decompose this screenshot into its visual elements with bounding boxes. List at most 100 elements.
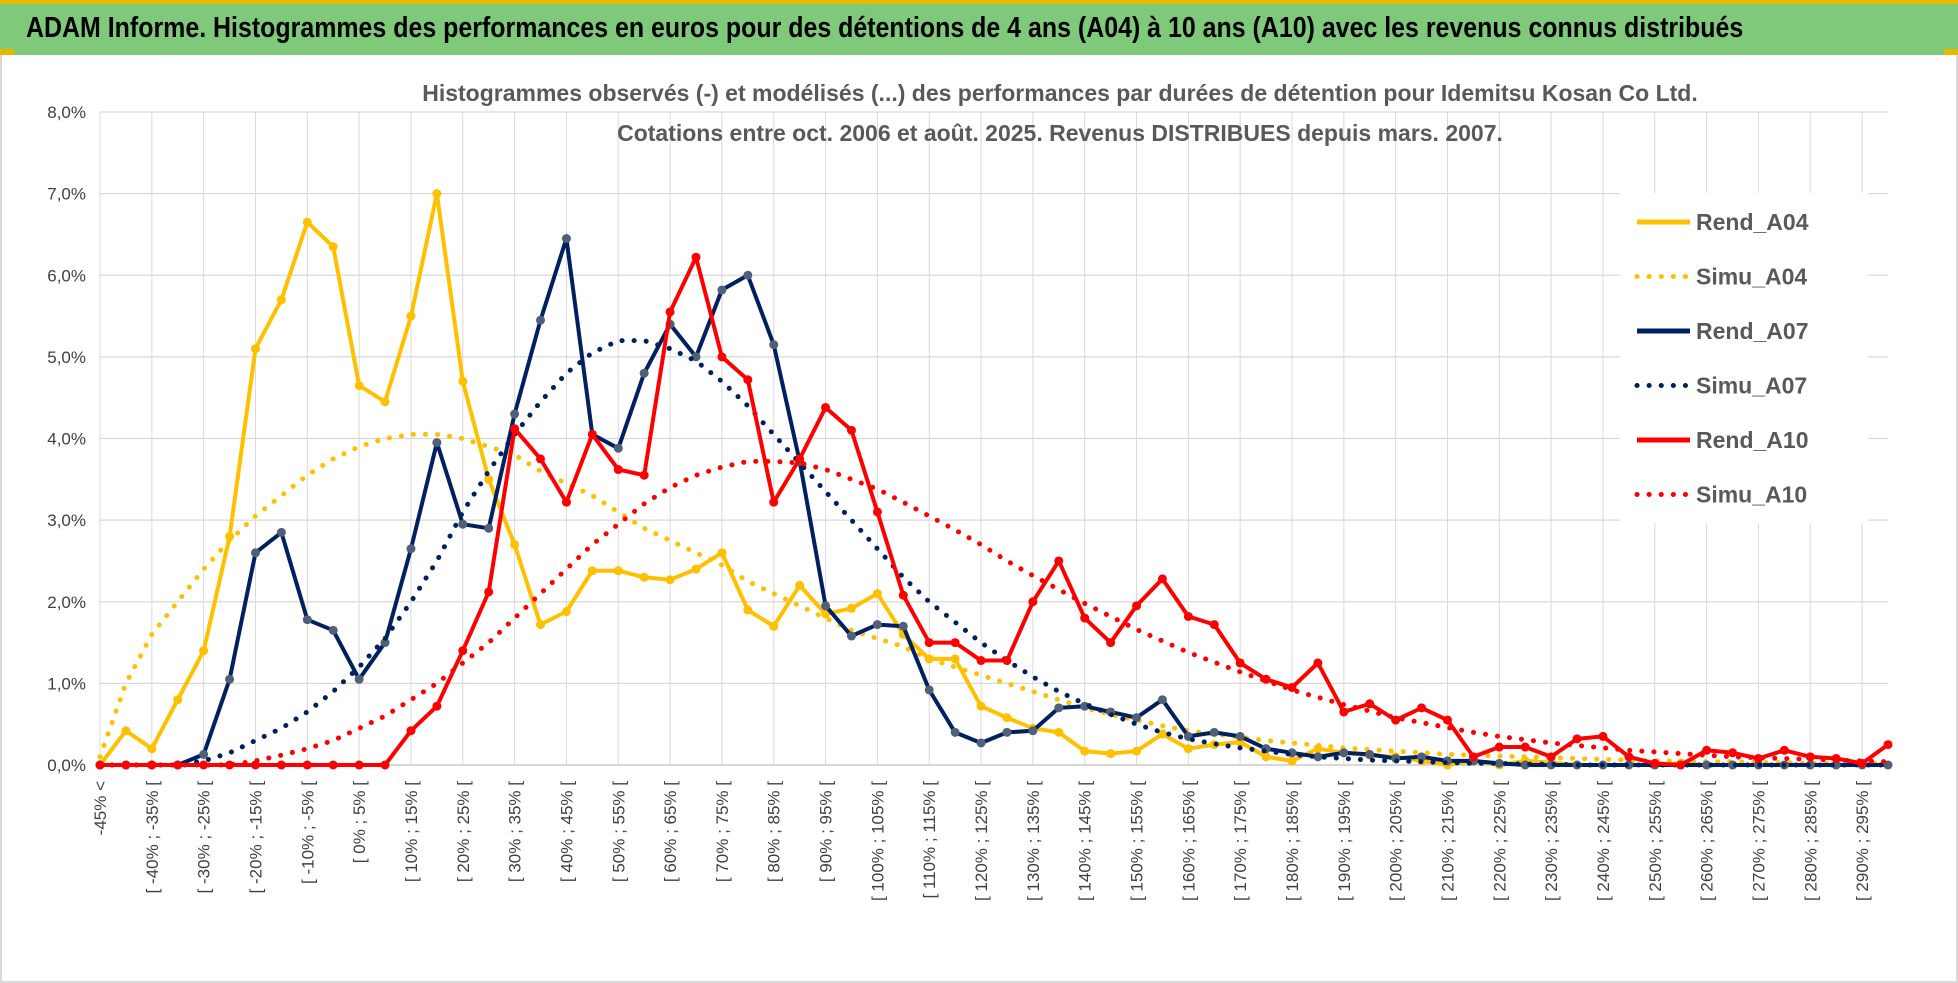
- data-point-Rend_A07: [924, 685, 934, 695]
- y-axis-ticks: 0,0% 1,0% 2,0% 3,0% 4,0% 5,0% 6,0% 7,0% 8,0%: [47, 103, 86, 775]
- data-point-Rend_A10: [173, 760, 183, 770]
- data-point-Rend_A07: [225, 674, 235, 684]
- data-point-Rend_A07: [561, 234, 571, 244]
- data-point-Rend_A10: [380, 760, 390, 770]
- x-tick-label: [ 70% ; 75% [: [713, 781, 732, 882]
- data-point-Rend_A10: [354, 760, 364, 770]
- x-tick-label: [ 150% ; 155% [: [1128, 781, 1147, 901]
- x-tick-label: [ 30% ; 35% [: [506, 781, 525, 882]
- data-point-Rend_A10: [1209, 620, 1219, 630]
- data-point-Rend_A10: [613, 465, 623, 475]
- data-point-Rend_A04: [147, 744, 157, 754]
- data-point-Rend_A04: [691, 564, 701, 574]
- x-tick-label: [ 60% ; 65% [: [661, 781, 680, 882]
- data-point-Rend_A04: [225, 531, 235, 541]
- data-point-Rend_A10: [769, 497, 779, 507]
- chart-subtitle: Cotations entre oct. 2006 et août. 2025.…: [617, 120, 1503, 146]
- x-tick-label: [ -20% ; -15% [: [246, 781, 265, 894]
- data-point-Rend_A10: [1624, 752, 1634, 762]
- x-tick-label: [ 40% ; 45% [: [557, 781, 576, 882]
- data-point-Rend_A04: [484, 474, 494, 484]
- y-tick-label: 3,0%: [47, 511, 86, 530]
- data-point-Rend_A04: [846, 603, 856, 613]
- data-point-Rend_A10: [691, 252, 701, 262]
- data-point-Rend_A07: [276, 527, 286, 537]
- data-point-Rend_A10: [1235, 658, 1245, 668]
- data-point-Rend_A10: [1753, 753, 1763, 763]
- x-tick-label: [ -30% ; -25% [: [195, 781, 214, 894]
- report-banner: ADAM Informe. Histogrammes des performan…: [0, 0, 1958, 55]
- legend-label: Simu_A10: [1696, 482, 1807, 508]
- data-point-Rend_A04: [872, 589, 882, 599]
- data-point-Rend_A10: [1676, 760, 1686, 770]
- data-point-Rend_A04: [1106, 749, 1116, 759]
- data-point-Rend_A10: [328, 760, 338, 770]
- x-tick-label: [ 260% ; 265% [: [1698, 781, 1717, 901]
- data-point-Rend_A10: [795, 454, 805, 464]
- data-point-Rend_A07: [639, 368, 649, 378]
- data-point-Rend_A10: [1702, 745, 1712, 755]
- data-point-Rend_A10: [1442, 715, 1452, 725]
- data-point-Rend_A10: [1080, 613, 1090, 623]
- x-tick-label: [ 280% ; 285% [: [1801, 781, 1820, 901]
- y-tick-label: 2,0%: [47, 593, 86, 612]
- data-point-Rend_A10: [276, 760, 286, 770]
- chart-frame: [0, 55, 1958, 983]
- x-tick-label: [ 20% ; 25% [: [454, 781, 473, 882]
- data-point-Rend_A10: [536, 454, 546, 464]
- report-title: ADAM Informe. Histogrammes des performan…: [26, 12, 1744, 44]
- data-point-Rend_A04: [1261, 752, 1271, 762]
- data-point-Rend_A10: [1883, 740, 1893, 750]
- x-tick-label: [ 100% ; 105% [: [868, 781, 887, 901]
- x-tick-label: [ 160% ; 165% [: [1179, 781, 1198, 901]
- data-point-Rend_A10: [1132, 601, 1142, 611]
- legend-label: Simu_A07: [1696, 373, 1807, 399]
- data-point-Rend_A04: [769, 621, 779, 631]
- data-point-Rend_A04: [458, 376, 468, 386]
- data-point-Rend_A07: [1313, 752, 1323, 762]
- data-point-Rend_A10: [587, 429, 597, 439]
- legend-label: Rend_A10: [1696, 427, 1808, 453]
- data-point-Rend_A10: [1546, 752, 1556, 762]
- data-point-Rend_A04: [1080, 746, 1090, 756]
- data-point-Rend_A04: [587, 566, 597, 576]
- data-point-Rend_A04: [613, 566, 623, 576]
- data-point-Rend_A10: [1365, 699, 1375, 709]
- data-point-Rend_A07: [717, 285, 727, 295]
- data-point-Rend_A04: [1157, 729, 1167, 739]
- data-point-Rend_A07: [1132, 713, 1142, 723]
- data-point-Rend_A07: [743, 270, 753, 280]
- data-point-Rend_A04: [1132, 746, 1142, 756]
- data-point-Rend_A04: [1183, 744, 1193, 754]
- data-point-Rend_A10: [743, 375, 753, 385]
- x-tick-label: [ 270% ; 275% [: [1749, 781, 1768, 901]
- data-point-Rend_A07: [484, 523, 494, 533]
- data-point-Rend_A07: [769, 340, 779, 350]
- legend-label: Simu_A04: [1696, 264, 1807, 290]
- data-point-Rend_A10: [976, 656, 986, 666]
- data-point-Rend_A10: [846, 425, 856, 435]
- data-point-Rend_A10: [432, 701, 442, 711]
- data-point-Rend_A04: [536, 620, 546, 630]
- x-tick-label: [ 190% ; 195% [: [1335, 781, 1354, 901]
- data-point-Rend_A04: [665, 575, 675, 585]
- data-point-Rend_A07: [976, 738, 986, 748]
- data-point-Rend_A04: [743, 605, 753, 615]
- data-point-Rend_A07: [1365, 749, 1375, 759]
- data-point-Rend_A10: [561, 497, 571, 507]
- data-point-Rend_A07: [250, 548, 260, 558]
- data-point-Rend_A10: [1598, 731, 1608, 741]
- x-tick-label: [ -10% ; -5% [: [298, 781, 317, 884]
- data-point-Rend_A04: [1054, 727, 1064, 737]
- data-point-Rend_A10: [1054, 556, 1064, 566]
- data-point-Rend_A04: [302, 217, 312, 227]
- series-group: [95, 189, 1893, 770]
- data-point-Rend_A07: [302, 615, 312, 625]
- data-point-Rend_A07: [872, 620, 882, 630]
- data-point-Rend_A04: [821, 609, 831, 619]
- data-point-Rend_A10: [302, 760, 312, 770]
- legend: Rend_A04 Simu_A04 Rend_A07 Simu_A07 Rend_A10…: [1620, 193, 1868, 523]
- data-point-Rend_A07: [380, 638, 390, 648]
- legend-background: [1620, 193, 1868, 523]
- data-point-Rend_A04: [354, 380, 364, 390]
